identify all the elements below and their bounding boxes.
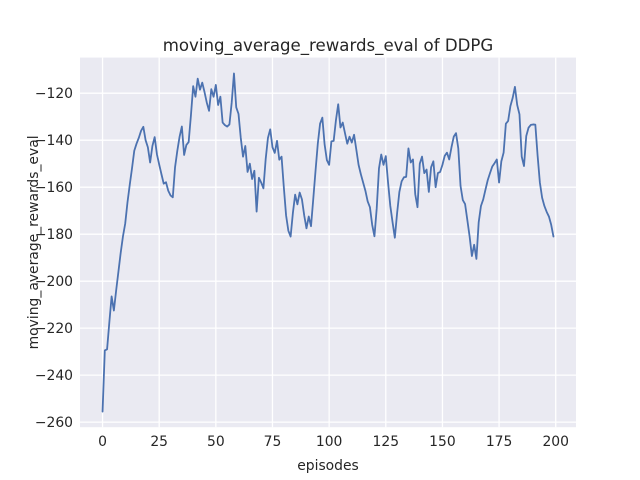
x-tick-label: 175 bbox=[486, 434, 513, 450]
x-tick-label: 50 bbox=[207, 434, 225, 450]
grid-lines bbox=[80, 57, 576, 428]
y-tick-label: −220 bbox=[35, 321, 73, 337]
x-tick-label: 0 bbox=[98, 434, 107, 450]
y-tick-label: −120 bbox=[35, 86, 73, 102]
x-tick-label: 25 bbox=[150, 434, 168, 450]
x-tick-label: 100 bbox=[316, 434, 343, 450]
x-tick-label: 125 bbox=[373, 434, 400, 450]
x-tick-label: 75 bbox=[264, 434, 282, 450]
x-axis-label: episodes bbox=[297, 458, 359, 474]
y-tick-label: −180 bbox=[35, 227, 73, 243]
y-tick-label: −140 bbox=[35, 133, 73, 149]
chart-title: moving_average_rewards_eval of DDPG bbox=[163, 36, 494, 56]
x-axis-tick-labels: 0 25 50 75 100 125 150 175 200 bbox=[98, 434, 569, 450]
y-tick-label: −200 bbox=[35, 274, 73, 290]
plot-area bbox=[80, 57, 576, 428]
y-tick-label: −240 bbox=[35, 368, 73, 384]
y-tick-label: −160 bbox=[35, 180, 73, 196]
y-tick-label: −260 bbox=[35, 415, 73, 431]
x-tick-label: 150 bbox=[429, 434, 456, 450]
x-tick-label: 200 bbox=[542, 434, 569, 450]
y-axis-label: moving_average_rewards_eval bbox=[26, 135, 42, 349]
y-axis-tick-labels: −260 −240 −220 −200 −180 −160 −140 −120 bbox=[35, 86, 73, 431]
reward-moving-average-line bbox=[101, 72, 555, 413]
